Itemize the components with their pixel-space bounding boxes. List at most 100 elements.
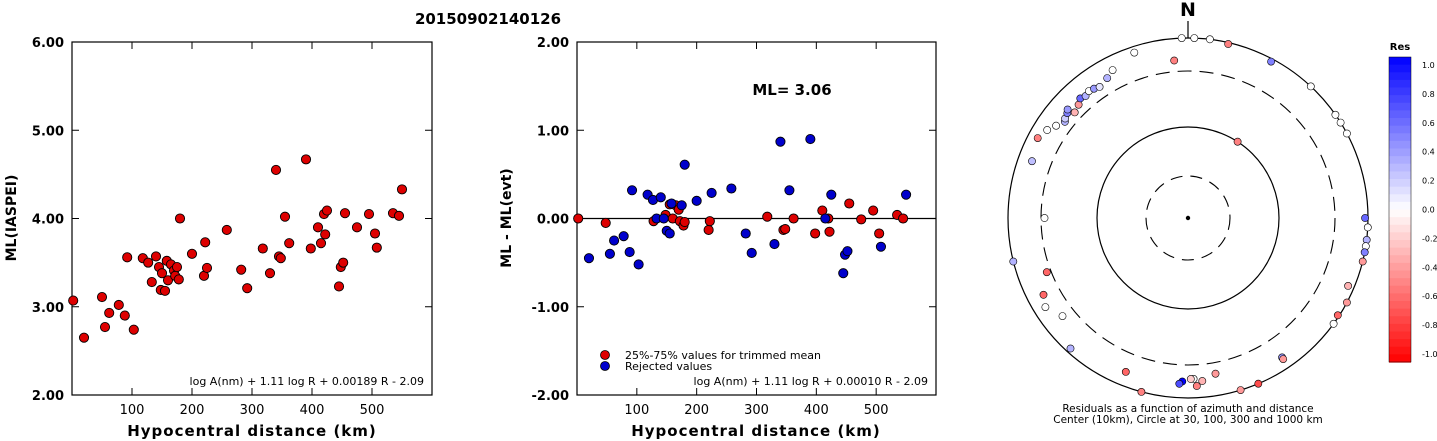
data-point <box>810 228 821 239</box>
station-point <box>1329 319 1338 328</box>
x-tick-label: 500 <box>360 403 385 418</box>
colorbar-swatch <box>1389 163 1411 172</box>
x-tick-label: 200 <box>684 403 709 418</box>
station-point <box>1040 214 1049 222</box>
data-point <box>856 214 867 225</box>
data-point <box>679 216 690 228</box>
station-point <box>1363 223 1372 232</box>
data-point <box>363 209 375 220</box>
data-points <box>68 154 408 343</box>
station-point <box>1066 344 1075 353</box>
data-point <box>679 159 690 170</box>
data-point <box>666 198 677 209</box>
station-point <box>1344 281 1352 290</box>
colorbar-swatches <box>1389 57 1411 363</box>
y-tick-label: 5.00 <box>32 124 64 139</box>
station-point <box>1103 74 1112 82</box>
colorbar-tick-label: -0.2 <box>1422 234 1437 243</box>
colorbar-swatch <box>1389 125 1411 134</box>
data-point <box>583 253 595 264</box>
data-point <box>173 274 184 285</box>
data-point <box>315 238 327 249</box>
data-point <box>156 268 168 279</box>
colorbar-swatch <box>1389 72 1411 81</box>
colorbar-swatch <box>1389 346 1411 355</box>
data-point <box>726 183 737 194</box>
data-point <box>339 208 351 219</box>
data-point <box>805 134 816 145</box>
data-point <box>691 195 702 206</box>
legend-marker-rejected <box>600 361 610 371</box>
station-point <box>1279 355 1288 363</box>
station-point <box>1254 379 1263 388</box>
legend-label-trimmed: 25%-75% values for trimmed mean <box>625 349 821 362</box>
data-point <box>784 185 795 196</box>
colorbar-tick-label: 0.2 <box>1422 177 1435 186</box>
colorbar-swatch <box>1389 232 1411 241</box>
station-point <box>1052 121 1060 130</box>
y-tick-label: 1.00 <box>537 124 569 139</box>
data-point <box>146 276 157 288</box>
data-point <box>338 257 349 268</box>
colorbar-tick-label: 0.0 <box>1422 206 1435 215</box>
colorbar-swatch <box>1389 110 1411 119</box>
colorbar-swatch <box>1389 186 1411 195</box>
station-point <box>1333 311 1342 320</box>
station-point <box>1343 129 1351 138</box>
data-point <box>826 189 837 200</box>
station-point <box>1039 290 1048 299</box>
data-point <box>320 229 331 240</box>
data-point <box>369 228 381 239</box>
data-points <box>1009 34 1372 396</box>
data-point <box>99 321 111 333</box>
data-point <box>824 226 835 237</box>
data-points <box>573 134 912 279</box>
ml-distance-chart: 100 200 300 400 500 2.00 3.00 4.00 5.00 6.00 Hyp… <box>4 36 433 440</box>
data-point <box>655 192 666 203</box>
colorbar-swatch <box>1389 270 1411 279</box>
colorbar-swatch <box>1389 301 1411 310</box>
data-point <box>159 285 171 296</box>
colorbar-swatch <box>1389 201 1411 211</box>
x-axis-ticks: 100 200 300 400 500 <box>120 42 385 418</box>
data-point <box>300 154 312 165</box>
circle-300km <box>1040 70 1336 366</box>
x-tick-label: 300 <box>744 403 769 418</box>
station-point <box>1206 35 1214 44</box>
data-point <box>393 210 405 221</box>
colorbar-swatch <box>1389 179 1411 188</box>
data-point <box>658 213 669 224</box>
data-point <box>769 239 780 250</box>
data-point <box>119 310 130 321</box>
circle-30km <box>1145 175 1231 261</box>
station-point <box>1186 375 1195 383</box>
station-point <box>1042 268 1051 277</box>
station-point <box>1192 382 1201 390</box>
data-point <box>270 164 282 176</box>
data-point <box>305 243 316 254</box>
data-point <box>838 268 849 279</box>
colorbar-swatch <box>1389 209 1411 218</box>
x-tick-label: 200 <box>180 403 205 418</box>
data-point <box>573 213 584 224</box>
circle-100km <box>1096 126 1280 310</box>
data-point <box>746 247 757 258</box>
data-point <box>626 185 638 196</box>
data-point <box>264 268 276 279</box>
colorbar-tick-label: -0.8 <box>1422 321 1437 330</box>
station-point <box>1033 134 1042 142</box>
data-point <box>351 222 363 233</box>
station-point <box>1108 66 1117 74</box>
caption-line-2: Center (10km), Circle at 30, 100, 300 an… <box>1053 414 1323 426</box>
x-tick-label: 100 <box>624 403 649 418</box>
data-point <box>664 228 675 239</box>
data-point <box>333 281 345 292</box>
y-tick-label: 4.00 <box>32 213 64 228</box>
colorbar-swatch <box>1389 339 1411 348</box>
colorbar-swatch <box>1389 87 1411 96</box>
colorbar-swatch <box>1389 57 1411 66</box>
data-point <box>704 216 715 227</box>
y-tick-label: -2.00 <box>532 389 569 404</box>
station-point <box>1058 312 1067 320</box>
colorbar: Res 1.0 0.8 0.6 0.4 0.2 0.0 -0.2 -0.4 -0.6 -0.8 -1… <box>1388 42 1437 363</box>
